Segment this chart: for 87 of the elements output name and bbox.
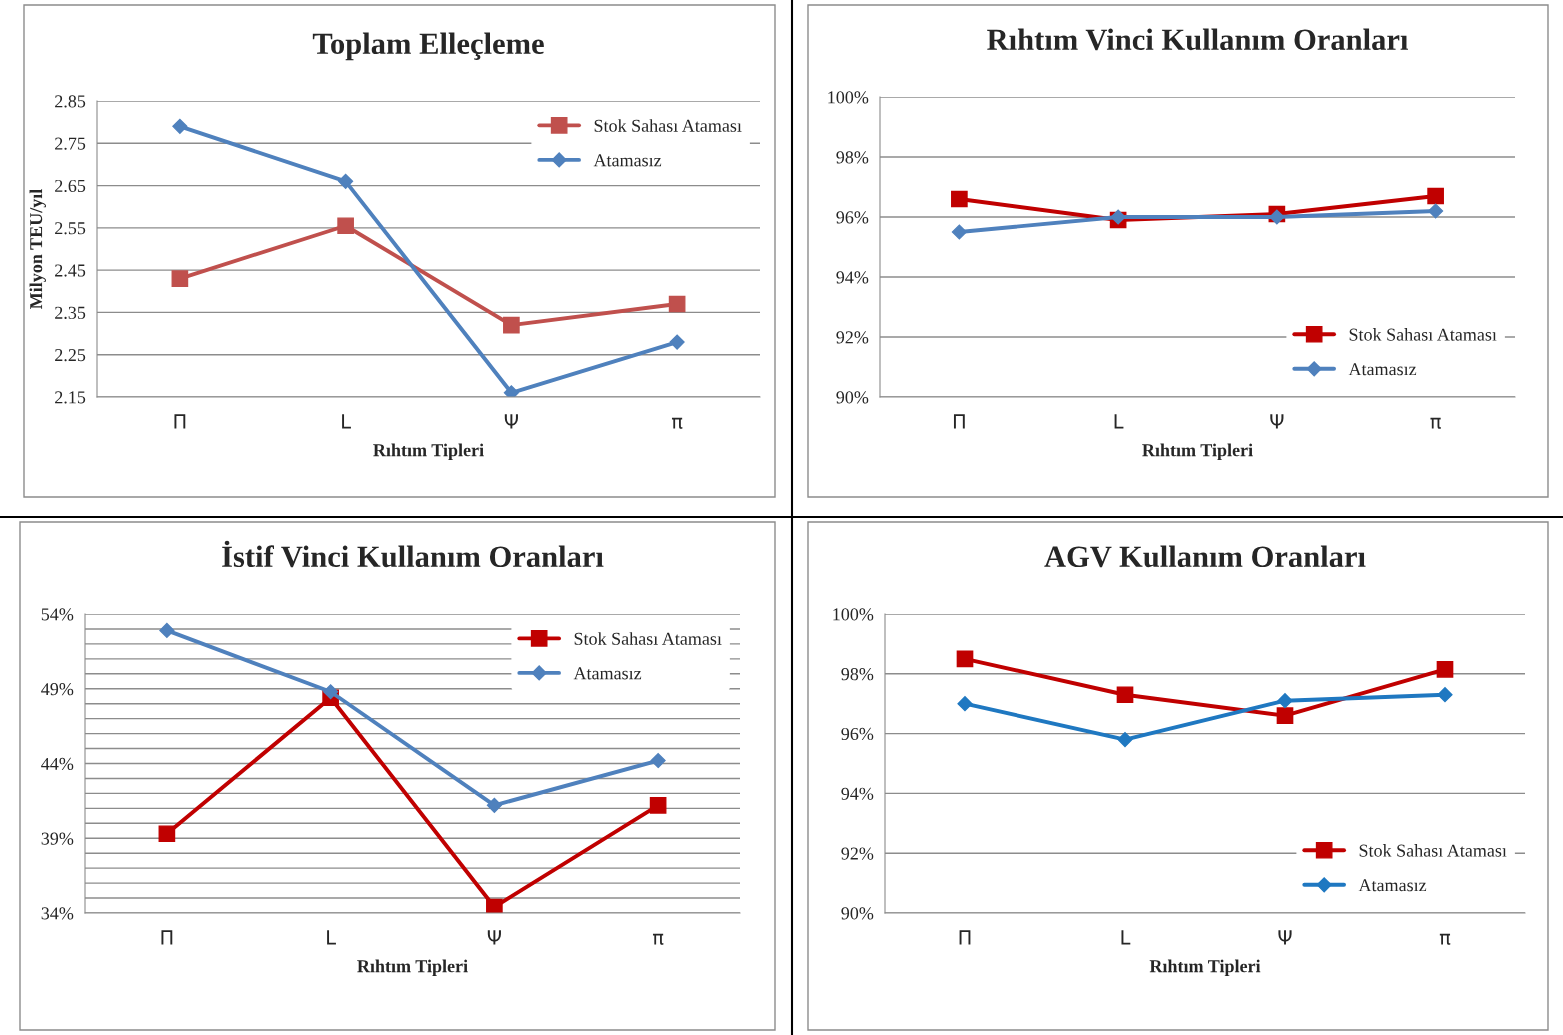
point xyxy=(158,825,176,843)
x-tick-label: Ψ xyxy=(1278,930,1292,945)
legend-label: Stok Sahası Ataması xyxy=(1349,328,1497,341)
x-axis-title: Rıhtım Tipleri xyxy=(357,959,468,976)
point xyxy=(669,334,685,350)
y-tick-label: 54% xyxy=(41,608,74,621)
chart-title: AGV Kullanım Oranları xyxy=(1044,545,1366,568)
x-tick-label: L xyxy=(342,414,351,429)
y-tick-label: 98% xyxy=(841,668,874,681)
y-tick-label: 98% xyxy=(836,151,869,164)
x-tick-label: Π xyxy=(959,930,971,945)
x-axis-title: Rıhtım Tipleri xyxy=(373,443,484,460)
legend-label: Atamasız xyxy=(1348,363,1417,376)
legend-label: Stok Sahası Ataması xyxy=(594,119,742,132)
point xyxy=(1437,687,1453,703)
point xyxy=(649,797,667,814)
legend-label: Stok Sahası Ataması xyxy=(1359,844,1507,857)
y-tick-label: 94% xyxy=(841,787,874,800)
y-tick-label: 2.25 xyxy=(55,349,86,362)
point xyxy=(172,118,188,134)
point xyxy=(503,316,520,334)
y-tick-label: 100% xyxy=(828,91,869,104)
point xyxy=(337,217,354,235)
point xyxy=(1110,209,1126,225)
chart-title: Toplam Elleçleme xyxy=(312,32,544,61)
y-tick-label: 2.45 xyxy=(55,264,86,277)
y-tick-label: 44% xyxy=(41,757,74,770)
x-tick-label: L xyxy=(327,930,336,945)
y-tick-label: 92% xyxy=(841,847,874,860)
x-tick-label: π xyxy=(671,417,683,429)
y-tick-label: 2.35 xyxy=(55,306,86,319)
y-tick-label: 2.55 xyxy=(55,222,86,235)
point xyxy=(486,797,502,813)
chart-title: Rıhtım Vinci Kullanım Oranları xyxy=(987,28,1408,51)
y-axis-title: Milyon TEU/yıl xyxy=(29,189,46,309)
point xyxy=(1436,660,1454,678)
y-tick-label: 2.75 xyxy=(55,137,86,150)
y-tick-label: 90% xyxy=(836,391,869,404)
y-tick-label: 39% xyxy=(41,832,74,845)
point xyxy=(951,224,967,240)
legend-label: Atamasız xyxy=(1358,879,1427,892)
point xyxy=(159,622,175,639)
y-tick-label: 92% xyxy=(836,331,869,344)
y-tick-label: 90% xyxy=(841,907,874,920)
point xyxy=(503,385,519,397)
point xyxy=(1117,732,1133,748)
y-tick-label: 100% xyxy=(833,608,874,621)
point xyxy=(956,650,974,668)
chart-title: İstif Vinci Kullanım Oranları xyxy=(222,540,604,568)
x-tick-label: Π xyxy=(953,414,965,429)
x-tick-label: L xyxy=(1121,930,1131,945)
point xyxy=(171,270,189,287)
y-tick-label: 2.65 xyxy=(55,179,86,193)
x-tick-label: Ψ xyxy=(487,930,501,945)
x-tick-label: L xyxy=(1114,414,1124,429)
y-tick-label: 94% xyxy=(836,271,869,284)
x-axis-title: Rıhtım Tipleri xyxy=(1142,443,1253,460)
point xyxy=(957,696,973,712)
x-tick-label: π xyxy=(652,933,664,945)
legend-label: Atamasız xyxy=(593,154,662,167)
point xyxy=(323,684,339,700)
x-tick-label: π xyxy=(1430,417,1441,429)
y-tick-label: 2.85 xyxy=(55,95,86,108)
y-tick-label: 34% xyxy=(41,907,74,920)
point xyxy=(486,898,503,913)
point xyxy=(338,173,354,189)
point xyxy=(951,190,968,208)
x-tick-label: π xyxy=(1439,933,1451,945)
point xyxy=(1116,686,1134,704)
point xyxy=(650,752,666,769)
legend-label: Atamasız xyxy=(573,667,642,680)
x-tick-label: Π xyxy=(161,930,173,945)
legend-label: Stok Sahası Ataması xyxy=(574,632,722,645)
point xyxy=(1276,707,1294,724)
x-tick-label: Ψ xyxy=(504,414,518,429)
y-tick-label: 2.15 xyxy=(55,391,86,404)
y-tick-label: 96% xyxy=(841,727,874,741)
x-tick-label: Ψ xyxy=(1270,414,1284,429)
point xyxy=(1269,209,1285,225)
x-tick-label: Π xyxy=(174,414,186,429)
point xyxy=(1427,187,1444,205)
point xyxy=(1277,693,1293,709)
point xyxy=(1428,203,1444,219)
y-tick-label: 49% xyxy=(41,683,74,696)
y-tick-label: 96% xyxy=(836,211,869,224)
point xyxy=(668,295,686,313)
x-axis-title: Rıhtım Tipleri xyxy=(1149,959,1261,976)
